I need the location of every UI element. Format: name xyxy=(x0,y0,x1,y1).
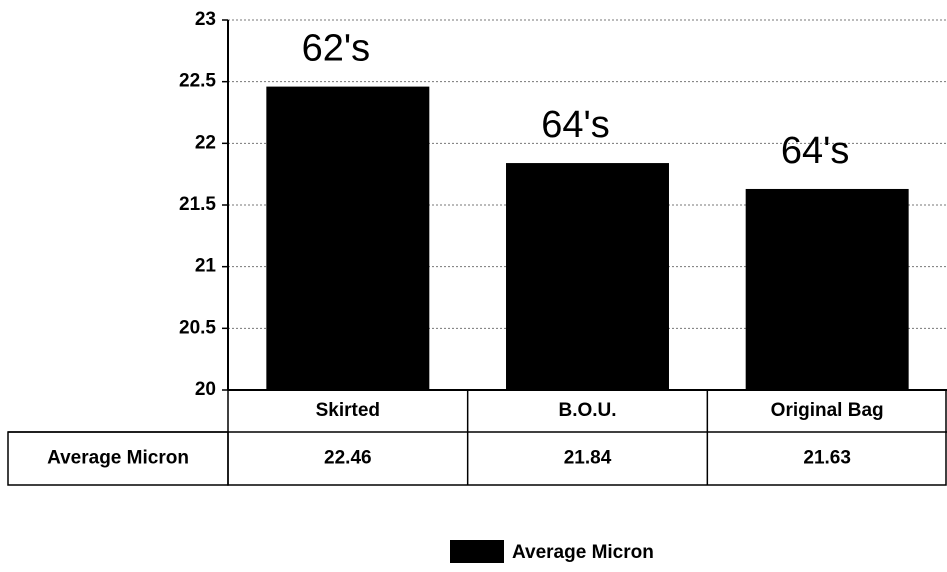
table-value: 21.63 xyxy=(803,448,851,469)
bar xyxy=(266,86,430,390)
y-tick-label: 20 xyxy=(195,379,216,400)
table-row-label: Average Micron xyxy=(47,448,189,469)
annotation: 64's xyxy=(781,130,850,172)
x-tick-label: Skirted xyxy=(316,400,380,421)
y-tick-label: 21.5 xyxy=(179,194,216,215)
y-tick-label: 22.5 xyxy=(179,71,216,92)
x-tick-label: B.O.U. xyxy=(558,400,616,421)
y-tick-label: 21 xyxy=(195,256,217,277)
table-value: 21.84 xyxy=(564,448,612,469)
annotation: 62's xyxy=(302,28,371,70)
x-tick-label: Original Bag xyxy=(771,400,884,421)
y-tick-label: 22 xyxy=(195,132,216,153)
legend-swatch xyxy=(450,540,504,563)
y-tick-label: 20.5 xyxy=(179,317,216,338)
table-value: 22.46 xyxy=(324,448,372,469)
annotation: 64's xyxy=(541,104,610,146)
bar xyxy=(745,188,909,390)
y-tick-label: 23 xyxy=(195,9,216,30)
bar xyxy=(506,163,669,390)
legend-label: Average Micron xyxy=(512,542,654,563)
